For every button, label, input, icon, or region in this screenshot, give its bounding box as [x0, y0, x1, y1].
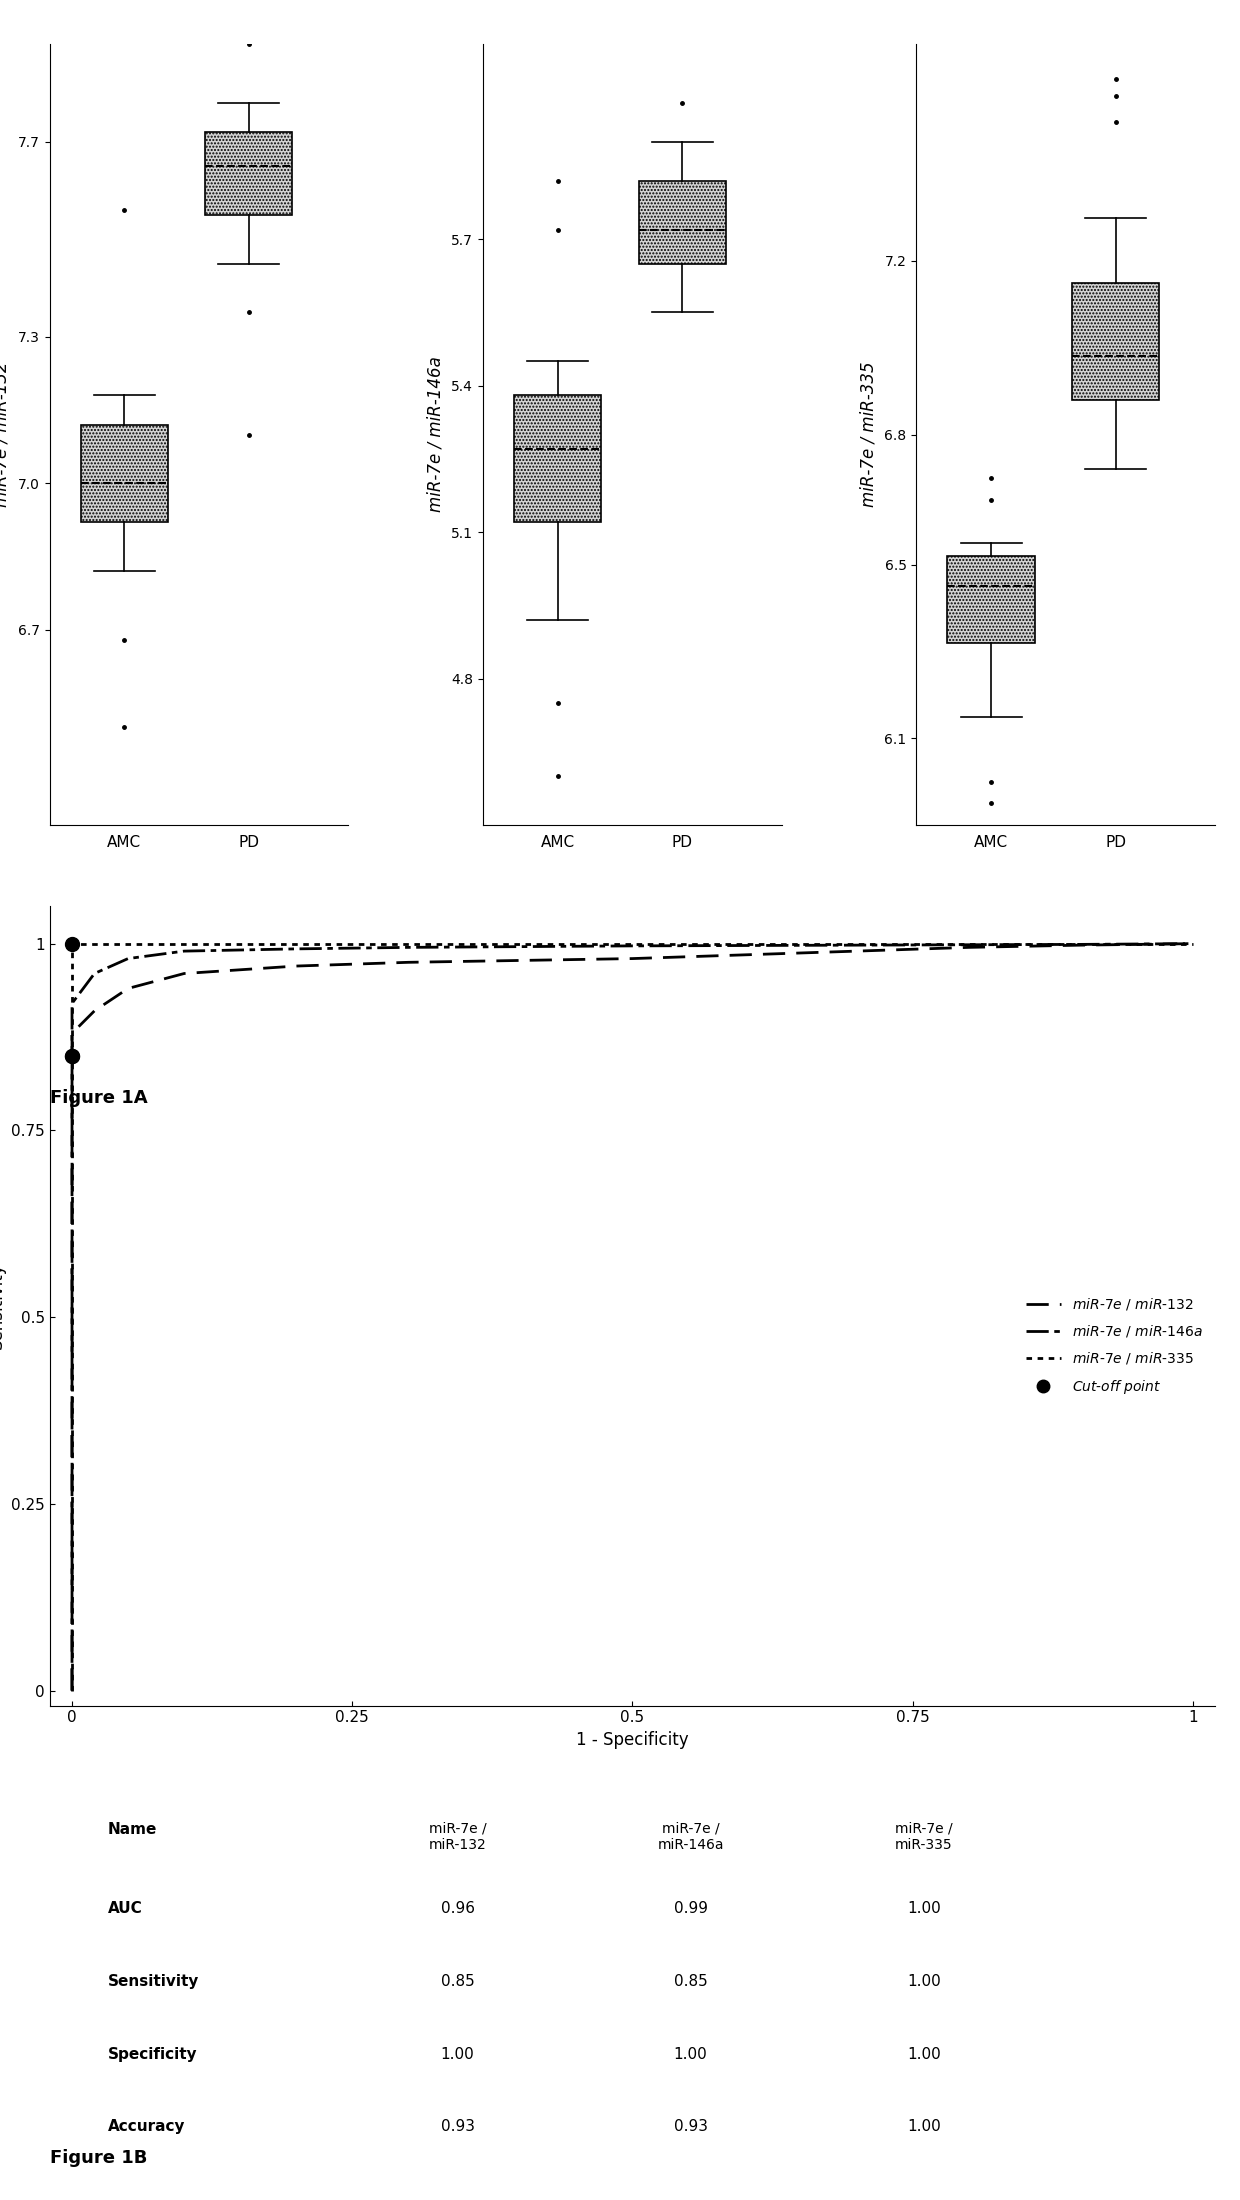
Text: 0.99: 0.99	[673, 1901, 708, 1916]
Text: 1.00: 1.00	[906, 2046, 941, 2061]
$miR\text{-}7e$ / $miR\text{-}335$	[401, 931, 415, 957]
$miR\text{-}7e$ / $miR\text{-}132$	[737, 942, 751, 968]
$miR\text{-}7e$ / $miR\text{-}146a$	[176, 937, 191, 964]
$miR\text{-}7e$ / $miR\text{-}132$	[120, 975, 135, 1001]
$miR\text{-}7e$ / $miR\text{-}132$	[849, 937, 864, 964]
$miR\text{-}7e$ / $miR\text{-}146a$	[1185, 931, 1200, 957]
Y-axis label: Sensitivity: Sensitivity	[0, 1263, 5, 1349]
$miR\text{-}7e$ / $miR\text{-}146a$	[87, 961, 102, 988]
Text: miR-7e /
miR-132: miR-7e / miR-132	[429, 1822, 486, 1852]
$miR\text{-}7e$ / $miR\text{-}146a$	[625, 933, 640, 959]
Text: 0.93: 0.93	[673, 2119, 708, 2134]
Text: miR-7e /
miR-335: miR-7e / miR-335	[895, 1822, 952, 1852]
$miR\text{-}7e$ / $miR\text{-}132$	[87, 997, 102, 1023]
Y-axis label: miR-7e / miR-132: miR-7e / miR-132	[0, 361, 11, 508]
$miR\text{-}7e$ / $miR\text{-}132$	[64, 1043, 79, 1069]
$miR\text{-}7e$ / $miR\text{-}132$	[64, 1676, 79, 1703]
$miR\text{-}7e$ / $miR\text{-}146a$	[401, 935, 415, 961]
$miR\text{-}7e$ / $miR\text{-}335$	[120, 931, 135, 957]
$miR\text{-}7e$ / $miR\text{-}335$	[905, 931, 920, 957]
$miR\text{-}7e$ / $miR\text{-}146a$	[289, 935, 304, 961]
Legend: $miR$-$7e$ / $miR$-$132$, $miR$-$7e$ / $miR$-$146a$, $miR$-$7e$ / $miR$-$335$, $: $miR$-$7e$ / $miR$-$132$, $miR$-$7e$ / $…	[1021, 1291, 1208, 1401]
X-axis label: 1 - Specificity: 1 - Specificity	[577, 1731, 688, 1749]
$miR\text{-}7e$ / $miR\text{-}335$	[1185, 931, 1200, 957]
$miR\text{-}7e$ / $miR\text{-}132$	[401, 948, 415, 975]
$miR\text{-}7e$ / $miR\text{-}146a$	[120, 946, 135, 972]
$miR\text{-}7e$ / $miR\text{-}146a$	[1074, 931, 1089, 957]
Text: Accuracy: Accuracy	[108, 2119, 186, 2134]
Text: 0.93: 0.93	[440, 2119, 475, 2134]
Bar	[515, 396, 601, 521]
$miR\text{-}7e$ / $miR\text{-}132$	[1185, 931, 1200, 957]
$miR\text{-}7e$ / $miR\text{-}132$	[289, 953, 304, 979]
Y-axis label: miR-7e / miR-335: miR-7e / miR-335	[859, 361, 878, 508]
Bar	[81, 425, 167, 521]
Bar	[1073, 282, 1159, 400]
$miR\text{-}7e$ / $miR\text{-}132$	[625, 946, 640, 972]
Line: $miR\text{-}7e$ / $miR\text{-}146a$: $miR\text{-}7e$ / $miR\text{-}146a$	[72, 944, 1193, 1690]
Text: Figure 1A: Figure 1A	[50, 1089, 148, 1107]
Text: 0.85: 0.85	[673, 1973, 708, 1989]
Bar	[206, 132, 293, 216]
$miR\text{-}7e$ / $miR\text{-}132$	[961, 935, 976, 961]
$miR\text{-}7e$ / $miR\text{-}335$	[64, 1676, 79, 1703]
Line: $miR\text{-}7e$ / $miR\text{-}132$: $miR\text{-}7e$ / $miR\text{-}132$	[72, 944, 1193, 1690]
Text: Specificity: Specificity	[108, 2046, 197, 2061]
Text: 1.00: 1.00	[906, 1973, 941, 1989]
Bar	[947, 557, 1034, 642]
Text: Name: Name	[108, 1822, 157, 1837]
$miR\text{-}7e$ / $miR\text{-}335$	[64, 931, 79, 957]
$miR\text{-}7e$ / $miR\text{-}132$	[176, 961, 191, 988]
Text: 0.96: 0.96	[440, 1901, 475, 1916]
Text: miR-7e /
miR-146a: miR-7e / miR-146a	[657, 1822, 724, 1852]
Text: 1.00: 1.00	[440, 2046, 475, 2061]
Text: 1.00: 1.00	[906, 1901, 941, 1916]
$miR\text{-}7e$ / $miR\text{-}146a$	[849, 933, 864, 959]
Y-axis label: miR-7e / miR-146a: miR-7e / miR-146a	[427, 356, 444, 513]
$miR\text{-}7e$ / $miR\text{-}146a$	[64, 1043, 79, 1069]
Text: Figure 1B: Figure 1B	[50, 2149, 148, 2167]
$miR\text{-}7e$ / $miR\text{-}146a$	[64, 990, 79, 1016]
Text: Sensitivity: Sensitivity	[108, 1973, 200, 1989]
Text: 1.00: 1.00	[673, 2046, 708, 2061]
Bar	[639, 180, 725, 264]
$miR\text{-}7e$ / $miR\text{-}132$	[64, 1021, 79, 1047]
Text: 1.00: 1.00	[906, 2119, 941, 2134]
$miR\text{-}7e$ / $miR\text{-}335$	[625, 931, 640, 957]
Line: $miR\text{-}7e$ / $miR\text{-}335$: $miR\text{-}7e$ / $miR\text{-}335$	[72, 944, 1193, 1690]
$miR\text{-}7e$ / $miR\text{-}132$	[1074, 933, 1089, 959]
$miR\text{-}7e$ / $miR\text{-}335$	[233, 931, 248, 957]
$miR\text{-}7e$ / $miR\text{-}146a$	[64, 1676, 79, 1703]
Text: AUC: AUC	[108, 1901, 143, 1916]
Text: 0.85: 0.85	[440, 1973, 475, 1989]
